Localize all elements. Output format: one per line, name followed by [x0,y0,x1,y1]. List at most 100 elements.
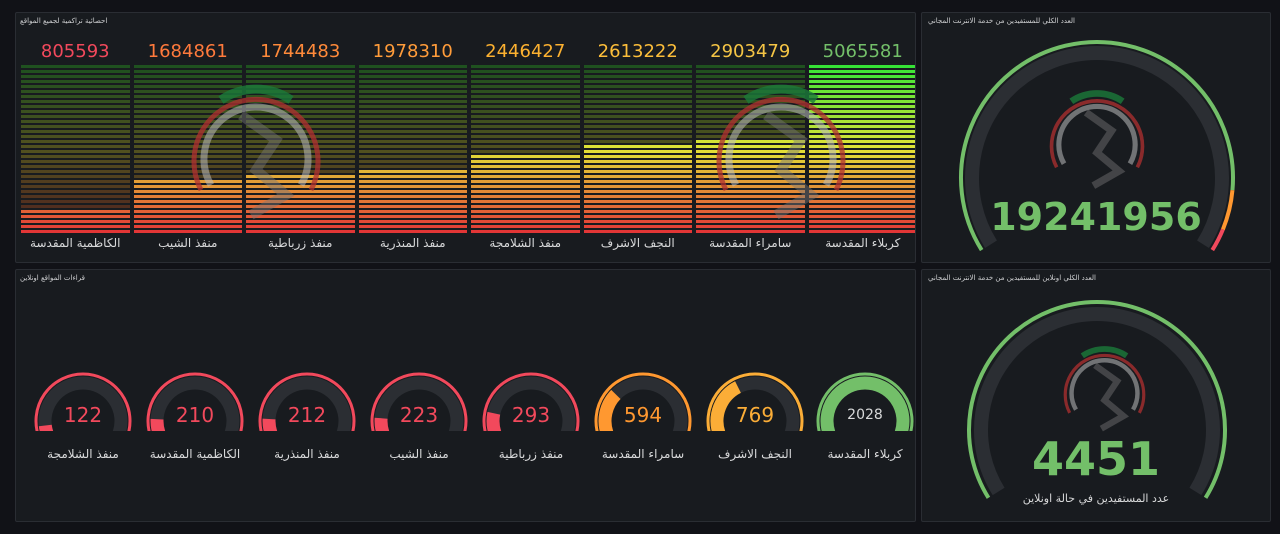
bar-segment [133,220,242,223]
bar-value: 5065581 [822,41,903,62]
bar-segment [808,230,915,233]
bar-segment [246,95,355,98]
bar-segment [133,95,242,98]
bar-segment [808,105,915,108]
bar-segment [583,135,692,138]
bar-segment [246,80,355,83]
bar-segment [583,110,692,113]
bar-segment [21,175,130,178]
online-total-gauge [967,300,1227,499]
bar-segment [133,200,242,203]
site-gauge-fill [820,376,910,431]
bar-segment [808,70,915,73]
site-gauge: 210 الكاظمية المقدسة [140,270,250,521]
bar-segment [21,130,130,133]
site-gauge-track [38,376,128,431]
bar-segment [358,195,467,198]
bar-segment [808,115,915,118]
bar-segment [133,75,242,78]
bar-segment [133,110,242,113]
bar-segment [696,140,805,143]
bar-segment [133,90,242,93]
bar-segment [471,115,580,118]
bar-segment [471,135,580,138]
bar-segment [133,120,242,123]
bar-segment [133,125,242,128]
bar-segment [696,220,805,223]
bar-segment [358,135,467,138]
bar-segment [133,130,242,133]
bar-segment [246,170,355,173]
bar-segment [696,175,805,178]
bar-segment [21,85,130,88]
bar-segment [808,65,915,68]
bar-segment [471,180,580,183]
bar-segment [696,70,805,73]
bar-segment [133,100,242,103]
site-gauge: 2028 كربلاء المقدسة [810,270,915,521]
bar-segment [21,230,130,233]
bar-segment [583,150,692,153]
bar-gauge [358,65,467,235]
bar-segment [808,170,915,173]
bar-segment [583,155,692,158]
bar-segment [808,195,915,198]
bar-column: 2446427 منفذ الشلامجة [469,13,582,262]
bar-segment [583,85,692,88]
bar-segment [358,100,467,103]
bar-segment [583,75,692,78]
bar-segment [471,105,580,108]
bar-segment [358,130,467,133]
site-gauge-fill [710,381,742,431]
bar-segment [696,180,805,183]
cumulative-stats-panel: احصائية تراكمية لجميع المواقع 805593 الكا… [15,12,916,263]
bar-segment [471,85,580,88]
emblem-watermark-icon [1049,90,1145,189]
bar-segment [696,130,805,133]
bar-segment [696,110,805,113]
bar-segment [246,90,355,93]
bar-segment [808,145,915,148]
bar-segment [246,195,355,198]
bar-segment [471,155,580,158]
gauge-threshold-orange [1221,190,1235,231]
site-gauge-label: منفذ زرباطية [498,447,564,461]
bar-segment [246,160,355,163]
bar-segment [471,130,580,133]
bar-segment [246,210,355,213]
bar-segment [696,170,805,173]
bar-segment [583,115,692,118]
gauge-threshold-green [959,40,1235,252]
bar-segment [246,230,355,233]
bar-segment [358,75,467,78]
bar-segment [808,130,915,133]
bar-segment [133,85,242,88]
bar-segment [133,145,242,148]
bar-column: 1978310 منفذ المنذرية [357,13,470,262]
bar-segment [133,115,242,118]
bar-segment [696,125,805,128]
bar-segment [696,85,805,88]
bar-column: 5065581 كربلاء المقدسة [807,13,915,262]
bar-segment [21,195,130,198]
bar-segment [21,135,130,138]
bar-column: 1684861 منفذ الشيب [132,13,245,262]
bar-segment [21,165,130,168]
bar-segment [583,165,692,168]
bar-segment [471,145,580,148]
bar-segment [133,160,242,163]
bar-segment [21,190,130,193]
bar-segment [358,220,467,223]
bar-segment [696,155,805,158]
bar-segment [471,175,580,178]
bar-segment [583,225,692,228]
site-gauge: 769 النجف الاشرف [700,270,810,521]
bar-segment [583,140,692,143]
bar-segment [808,150,915,153]
bar-segment [471,230,580,233]
gauge-threshold-red [1210,228,1225,252]
bar-segment [358,90,467,93]
bar-segment [21,210,130,213]
bar-label: سامراء المقدسة [709,236,792,250]
bar-segment [583,65,692,68]
